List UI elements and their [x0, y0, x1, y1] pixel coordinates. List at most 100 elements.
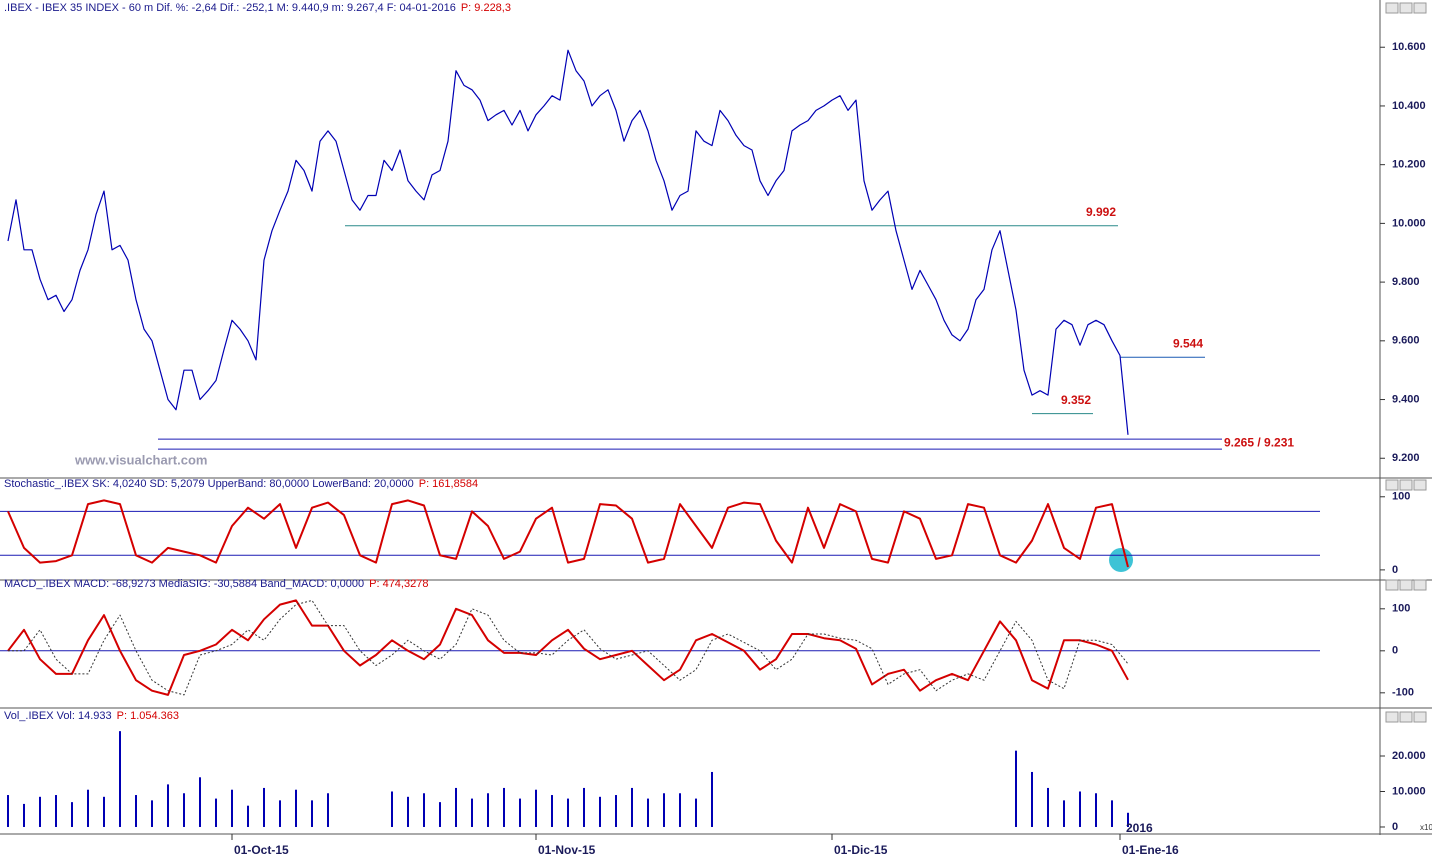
- y-tick-label: -100: [1392, 687, 1414, 699]
- volume-bar: [135, 795, 137, 827]
- y-tick-label: 9.800: [1392, 276, 1420, 288]
- button[interactable]: [1385, 711, 1399, 723]
- button[interactable]: [1385, 2, 1399, 14]
- y-tick-label: 100: [1392, 603, 1410, 615]
- level-label: 9.544: [1173, 336, 1203, 350]
- volume-bar: [391, 791, 393, 827]
- panel-buttons: [1385, 2, 1427, 723]
- button[interactable]: [1399, 479, 1413, 491]
- volume-bar: [23, 803, 25, 827]
- volume-bar: [471, 798, 473, 827]
- volume-bar: [567, 798, 569, 827]
- y-tick-label: 9.600: [1392, 335, 1420, 347]
- x-tick-label: 01-Nov-15: [538, 843, 596, 857]
- volume-bar: [167, 784, 169, 827]
- series-line: [7, 599, 1129, 696]
- volume-bar: [247, 805, 249, 827]
- axis-unit: x10: [1420, 823, 1432, 832]
- volume-bar: [1063, 800, 1065, 827]
- volume-bar: [695, 798, 697, 827]
- level-label: 9.352: [1061, 393, 1091, 407]
- volume-bar: [663, 793, 665, 827]
- level-label: 9.265 / 9.231: [1224, 435, 1294, 449]
- volume-bar: [1015, 750, 1017, 827]
- volume-bar: [311, 800, 313, 827]
- volume-bar: [631, 787, 633, 827]
- series-line: [7, 499, 1129, 568]
- highlight-circle: [1109, 548, 1133, 572]
- x-tick-label: 01-Ene-16: [1122, 843, 1179, 857]
- button[interactable]: [1399, 711, 1413, 723]
- volume-bar: [71, 802, 73, 827]
- y-tick-label: 0: [1392, 645, 1398, 657]
- volume-bar: [679, 793, 681, 827]
- panel-title-p: P: 161,8584: [419, 478, 478, 490]
- volume-bar: [1095, 793, 1097, 827]
- panel-title-p: P: 9.228,3: [461, 2, 511, 14]
- button[interactable]: [1385, 579, 1399, 591]
- panel-title: MACD_.IBEX MACD: -68,9273 MediaSIG: -30,…: [4, 578, 364, 590]
- y-tick-label: 10.000: [1392, 217, 1426, 229]
- volume-bar: [199, 777, 201, 827]
- volume-bar: [519, 798, 521, 827]
- volume-bar: [455, 787, 457, 827]
- y-tick-label: 9.400: [1392, 393, 1420, 405]
- button[interactable]: [1413, 711, 1427, 723]
- watermark: www.visualchart.com: [74, 452, 207, 467]
- volume-bar: [1079, 791, 1081, 827]
- volume-bar: [1031, 771, 1033, 827]
- volume-bar: [535, 789, 537, 827]
- x-tick-label: 01-Dic-15: [834, 843, 888, 857]
- panel-title-p: P: 474,3278: [369, 578, 428, 590]
- volume-bar: [439, 802, 441, 827]
- volume-bar: [327, 793, 329, 827]
- y-tick-label: 0: [1392, 821, 1398, 833]
- series-line: [8, 599, 1129, 696]
- button[interactable]: [1399, 2, 1413, 14]
- volume-bar: [119, 731, 121, 827]
- volume-bar: [1127, 812, 1129, 827]
- y-tick-label: 100: [1392, 491, 1410, 503]
- button[interactable]: [1399, 579, 1413, 591]
- volume-bar: [647, 798, 649, 827]
- y-tick-label: 0: [1392, 564, 1398, 576]
- y-tick-label: 10.200: [1392, 159, 1426, 171]
- volume-bar: [487, 793, 489, 827]
- volume-bar: [263, 787, 265, 827]
- volume-bar: [87, 789, 89, 827]
- button[interactable]: [1413, 479, 1427, 491]
- volume-bar: [295, 789, 297, 827]
- volume-bar: [103, 796, 105, 827]
- volume-bar: [183, 793, 185, 827]
- volume-bar: [583, 787, 585, 827]
- volume-bar: [599, 796, 601, 827]
- y-tick-label: 10.000: [1392, 785, 1426, 797]
- button[interactable]: [1413, 579, 1427, 591]
- volume-bar: [279, 800, 281, 827]
- volume-bar: [1111, 800, 1113, 827]
- x-tick-label: 01-Oct-15: [234, 843, 289, 857]
- panel-title: Vol_.IBEX Vol: 14.933: [4, 710, 112, 722]
- volume-bar: [215, 798, 217, 827]
- volume-bar: [1047, 787, 1049, 827]
- volume-bar: [551, 795, 553, 827]
- button[interactable]: [1413, 2, 1427, 14]
- volume-bar: [503, 787, 505, 827]
- volume-bar: [231, 789, 233, 827]
- volume-bar: [407, 796, 409, 827]
- volume-bar: [615, 795, 617, 827]
- level-label: 9.992: [1086, 205, 1116, 219]
- volume-bar: [711, 771, 713, 827]
- volume-bar: [7, 795, 9, 827]
- panel-title: Stochastic_.IBEX SK: 4,0240 SD: 5,2079 U…: [4, 478, 414, 490]
- series-line: [7, 49, 1129, 435]
- year-label: 2016: [1126, 821, 1153, 835]
- volume-bar: [423, 793, 425, 827]
- y-tick-label: 9.200: [1392, 452, 1420, 464]
- y-tick-label: 10.400: [1392, 100, 1426, 112]
- y-tick-label: 10.600: [1392, 41, 1426, 53]
- y-tick-label: 20.000: [1392, 750, 1426, 762]
- button[interactable]: [1385, 479, 1399, 491]
